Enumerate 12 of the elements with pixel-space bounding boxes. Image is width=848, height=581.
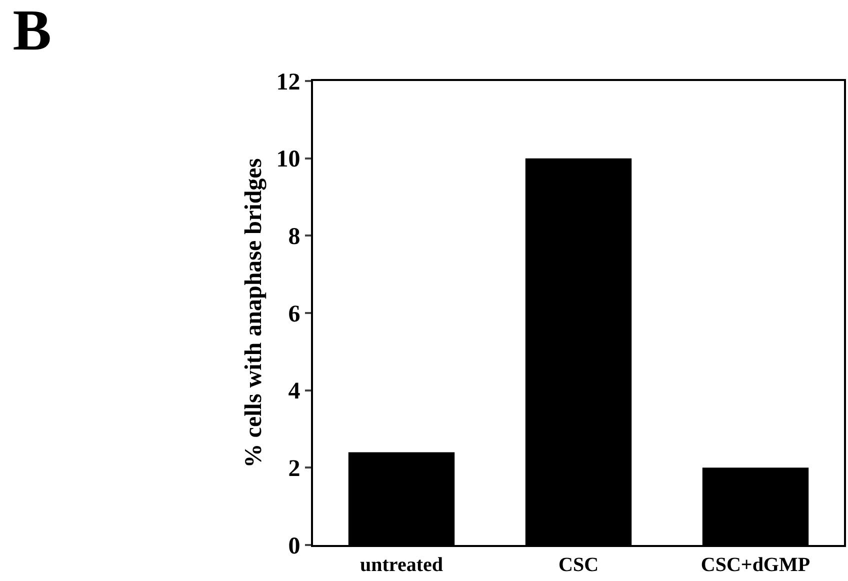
y-tick-label: 4	[288, 378, 300, 405]
chart-title: B	[12, 0, 52, 62]
y-tick-label: 10	[276, 146, 300, 173]
x-tick-label: CSC+dGMP	[700, 554, 810, 576]
x-tick-label: CSC	[558, 554, 599, 576]
y-axis-title: % cells with anaphase bridges	[240, 158, 267, 468]
y-tick-label: 8	[288, 224, 300, 250]
x-tick-label: untreated	[360, 554, 443, 576]
y-tick-label: 0	[288, 533, 300, 560]
y-tick-label: 6	[288, 301, 300, 328]
y-tick-label: 2	[288, 456, 300, 482]
y-tick-label: 12	[276, 69, 300, 96]
